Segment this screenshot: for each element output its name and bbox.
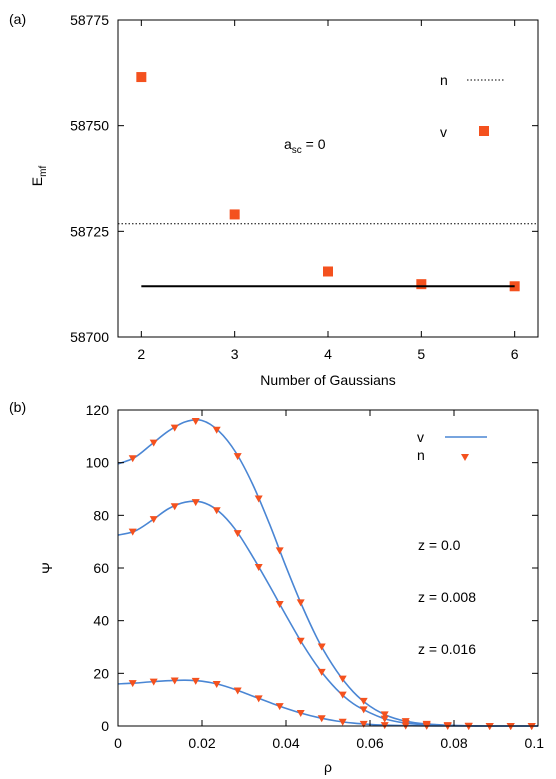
ytick-label-b-1: 20 bbox=[93, 665, 109, 681]
n-marker-z-0.0-1 bbox=[149, 439, 158, 447]
annotation-sub: sc bbox=[292, 145, 302, 156]
v-point-2 bbox=[136, 72, 147, 83]
legend-b-v-label: v bbox=[417, 429, 424, 445]
n-marker-z-0.0-9 bbox=[317, 643, 326, 651]
n-marker-z-0.016-4 bbox=[212, 680, 221, 688]
n-marker-z-0.016-9 bbox=[317, 715, 326, 723]
v-point-3 bbox=[229, 209, 240, 220]
v-point-5 bbox=[416, 279, 427, 290]
ytick-label-b-5: 100 bbox=[86, 455, 110, 471]
ytick-label-b-2: 40 bbox=[93, 613, 109, 629]
ytick-label-a-0: 58700 bbox=[70, 329, 109, 345]
panel-a-label: (a) bbox=[9, 11, 26, 27]
panel-b-legend: v n bbox=[417, 429, 487, 463]
xtick-label-a-0: 2 bbox=[137, 346, 145, 362]
n-marker-z-0.008-0 bbox=[128, 528, 137, 536]
n-marker-z-0.0-2 bbox=[170, 424, 179, 432]
xtick-label-b-4: 0.08 bbox=[440, 735, 467, 751]
n-marker-z-0.0-8 bbox=[296, 599, 305, 607]
n-marker-z-0.008-8 bbox=[296, 637, 305, 645]
n-marker-z-0.0-5 bbox=[233, 453, 242, 461]
n-marker-z-0.016-5 bbox=[233, 687, 242, 695]
legend-b-n-label: n bbox=[417, 447, 425, 463]
ytick-label-b-0: 0 bbox=[101, 718, 109, 734]
annotation-rest: = 0 bbox=[302, 136, 326, 152]
n-marker-z-0.0-12 bbox=[380, 711, 389, 719]
xtick-label-a-4: 6 bbox=[511, 346, 519, 362]
annotation-main: a bbox=[284, 136, 292, 152]
n-marker-z-0.016-1 bbox=[149, 678, 158, 686]
xtick-label-b-3: 0.06 bbox=[356, 735, 383, 751]
n-marker-z-0.0-4 bbox=[212, 426, 221, 434]
xtick-label-b-5: 0.1 bbox=[525, 735, 545, 751]
n-marker-z-0.008-3 bbox=[191, 499, 200, 507]
n-marker-z-0.016-8 bbox=[296, 709, 305, 717]
panel-a-xlabel: Number of Gaussians bbox=[260, 372, 395, 388]
ytick-label-b-4: 80 bbox=[93, 507, 109, 523]
panel-b: (b) 0 0.02 0.04 0.06 0.08 0.1020406080100120 … bbox=[9, 399, 544, 775]
n-marker-z-0.008-11 bbox=[359, 706, 368, 714]
n-marker-z-0.016-11 bbox=[359, 720, 368, 728]
panel-a-ylabel: Emf bbox=[29, 166, 49, 187]
curve-label-z0: z = 0.0 bbox=[418, 537, 461, 553]
legend-a-n-label: n bbox=[440, 72, 448, 88]
v-line-z-0.008 bbox=[117, 500, 538, 727]
xtick-label-a-1: 3 bbox=[231, 346, 239, 362]
panel-b-xlabel: ρ bbox=[324, 759, 332, 775]
ytick-label-a-2: 58750 bbox=[70, 118, 109, 134]
n-marker-z-0.008-9 bbox=[317, 668, 326, 676]
panel-a-ylabel-main: E bbox=[29, 177, 45, 186]
n-marker-z-0.016-10 bbox=[338, 718, 347, 726]
n-marker-z-0.008-5 bbox=[233, 530, 242, 538]
legend-a-v-label: v bbox=[440, 124, 447, 140]
v-point-4 bbox=[323, 266, 333, 277]
panel-a: (a) 2 3 4 5 6 58700 58725 58750 58775 Number of … bbox=[9, 11, 539, 388]
ytick-label-b-3: 60 bbox=[93, 560, 109, 576]
panel-b-label: (b) bbox=[9, 399, 26, 415]
v-line-z-0.016 bbox=[117, 679, 538, 727]
panel-a-frame bbox=[117, 19, 539, 338]
n-marker-z-0.008-4 bbox=[212, 507, 221, 515]
xtick-label-b-1: 0.02 bbox=[188, 735, 215, 751]
n-marker-z-0.0-3 bbox=[191, 418, 200, 426]
n-marker-z-0.016-2 bbox=[170, 677, 179, 685]
n-marker-z-0.008-12 bbox=[380, 715, 389, 723]
n-marker-z-0.0-11 bbox=[359, 697, 368, 705]
n-marker-z-0.008-7 bbox=[275, 601, 284, 609]
ytick-label-a-1: 58725 bbox=[70, 223, 109, 239]
n-marker-z-0.0-0 bbox=[128, 455, 137, 463]
xtick-label-a-2: 4 bbox=[324, 346, 332, 362]
panel-a-legend: n v bbox=[440, 72, 505, 140]
panel-a-annotation: asc = 0 bbox=[284, 136, 326, 156]
n-marker-z-0.016-7 bbox=[275, 703, 284, 711]
n-marker-z-0.008-10 bbox=[338, 691, 347, 699]
n-marker-z-0.008-6 bbox=[254, 564, 263, 572]
panel-b-frame bbox=[117, 409, 539, 727]
n-marker-z-0.016-3 bbox=[191, 677, 200, 685]
n-marker-z-0.016-6 bbox=[254, 695, 263, 703]
curve-label-z008: z = 0.008 bbox=[418, 589, 476, 605]
xtick-label-b-2: 0.04 bbox=[272, 735, 299, 751]
panel-a-ylabel-sub: mf bbox=[38, 166, 49, 177]
legend-a-v-marker bbox=[479, 126, 489, 136]
n-marker-z-0.016-0 bbox=[128, 680, 137, 688]
n-marker-z-0.008-2 bbox=[170, 503, 179, 511]
legend-b-n-marker bbox=[461, 454, 469, 461]
panel-b-ylabel: Ψ bbox=[39, 562, 55, 574]
n-marker-z-0.0-6 bbox=[254, 495, 263, 503]
n-marker-z-0.008-1 bbox=[149, 516, 158, 524]
ytick-label-b-6: 120 bbox=[86, 402, 110, 418]
n-marker-z-0.0-7 bbox=[275, 547, 284, 555]
ytick-label-a-3: 58775 bbox=[70, 12, 109, 28]
n-marker-z-0.0-10 bbox=[338, 675, 347, 683]
curve-label-z016: z = 0.016 bbox=[418, 641, 476, 657]
xtick-label-b-0: 0 bbox=[114, 735, 122, 751]
xtick-label-a-3: 5 bbox=[417, 346, 425, 362]
